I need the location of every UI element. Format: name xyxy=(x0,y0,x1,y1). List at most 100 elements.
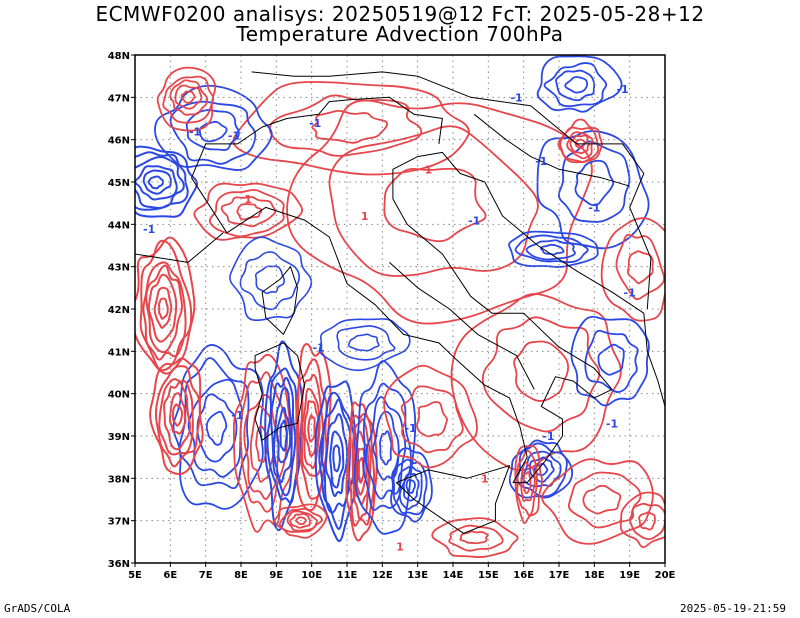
cold-advection-contour xyxy=(584,329,639,393)
contour-value-label: -1 xyxy=(228,130,240,143)
corsica-coastline xyxy=(261,266,298,335)
warm-advection-contour xyxy=(243,393,280,500)
cold-advection-contour xyxy=(205,410,228,446)
warm-advection-contour xyxy=(311,110,388,144)
cold-advection-contour xyxy=(185,109,240,151)
cold-advection-contour xyxy=(508,439,574,499)
lat-tick-label: 39N xyxy=(108,432,130,443)
sardinia-coastline xyxy=(254,342,306,441)
warm-advection-contour xyxy=(169,79,209,116)
cold-advection-contour xyxy=(365,396,407,500)
cold-advection-contour xyxy=(536,130,650,250)
warm-advection-contour xyxy=(383,364,478,469)
cold-advection-contour xyxy=(318,391,356,530)
contour-value-label: -1 xyxy=(231,409,243,422)
central-europe-border xyxy=(251,71,652,310)
contour-value-label: -1 xyxy=(624,286,636,299)
balkan-border xyxy=(473,113,630,187)
warm-advection-contour xyxy=(619,491,665,549)
cold-advection-contour xyxy=(135,151,189,211)
cold-advection-contour xyxy=(372,410,400,481)
cold-advection-contour xyxy=(154,84,273,171)
warm-advection-contour xyxy=(629,502,665,541)
warm-advection-contour xyxy=(481,316,601,433)
warm-advection-contour xyxy=(239,371,289,513)
warm-advection-contour xyxy=(301,387,321,469)
warm-advection-contour xyxy=(600,217,665,322)
lat-tick-label: 45N xyxy=(108,178,130,189)
warm-advection-contour xyxy=(431,517,519,558)
warm-advection-contour xyxy=(459,530,489,545)
cold-advection-contour xyxy=(264,340,304,532)
cold-advection-contour xyxy=(516,442,568,498)
warm-advection-contour xyxy=(416,401,448,438)
cold-advection-contour xyxy=(172,344,264,510)
lat-tick-label: 47N xyxy=(108,93,130,104)
cold-advection-contour xyxy=(390,447,433,523)
warm-advection-contour xyxy=(156,66,217,132)
warm-advection-contour xyxy=(220,196,277,228)
lat-tick-label: 44N xyxy=(108,220,130,231)
warm-advection-contour xyxy=(162,75,215,124)
warm-advection-contour xyxy=(149,357,204,476)
warm-advection-contour xyxy=(328,125,539,277)
cold-advection-contour xyxy=(135,156,185,209)
warm-advection-contour xyxy=(627,250,654,285)
cold-advection-contour xyxy=(273,386,293,484)
contour-value-label: -1 xyxy=(468,214,480,227)
mainland-coastline xyxy=(191,151,665,484)
cold-advection-contour xyxy=(402,472,420,502)
warm-advection-contour xyxy=(268,94,423,157)
contour-value-label: -1 xyxy=(309,117,321,130)
warm-advection-contour xyxy=(157,297,169,320)
cold-advection-contour xyxy=(525,239,576,261)
warm-advection-contour xyxy=(383,167,487,243)
cold-advection-contour xyxy=(347,333,380,352)
lon-tick-label: 15E xyxy=(478,570,499,581)
warm-advection-contour xyxy=(147,273,178,343)
contour-value-label: -1 xyxy=(143,223,155,236)
cold-advection-contour xyxy=(135,145,198,218)
contour-value-label: -1 xyxy=(616,83,628,96)
sicily-coastline xyxy=(396,465,510,534)
lat-tick-label: 46N xyxy=(108,136,130,147)
contour-value-label: -1 xyxy=(606,418,618,431)
cold-advection-contour xyxy=(169,100,257,165)
warm-advection-contour xyxy=(638,511,656,531)
contour-value-label: 1 xyxy=(424,164,432,177)
contour-value-label: 1 xyxy=(396,540,404,553)
warm-advection-contour xyxy=(154,365,202,468)
northern-border xyxy=(191,96,443,178)
contour-value-label: -1 xyxy=(313,341,325,354)
contour-value-label: -1 xyxy=(542,430,554,443)
warm-advection-contour xyxy=(516,450,538,517)
cold-advection-contour xyxy=(353,360,417,535)
lon-tick-label: 17E xyxy=(549,570,570,581)
lon-tick-label: 13E xyxy=(407,570,428,581)
lon-tick-label: 9E xyxy=(269,570,283,581)
contour-value-label: 1 xyxy=(481,473,489,486)
lat-tick-label: 38N xyxy=(108,474,130,485)
warm-advection-contour xyxy=(153,286,173,329)
lat-tick-label: 42N xyxy=(108,305,130,316)
contour-value-label: -1 xyxy=(588,202,600,215)
lon-tick-label: 19E xyxy=(619,570,640,581)
lon-tick-label: 14E xyxy=(443,570,464,581)
cold-advection-contour xyxy=(318,318,411,372)
warm-advection-contour xyxy=(145,264,183,354)
cold-advection-contour xyxy=(329,430,345,489)
cold-advection-contour xyxy=(392,458,428,516)
lon-tick-label: 16E xyxy=(513,570,534,581)
lon-tick-label: 20E xyxy=(655,570,676,581)
warm-advection-contour xyxy=(174,84,203,110)
warm-advection-contour xyxy=(448,524,504,552)
cold-advection-contour xyxy=(574,159,615,207)
cold-advection-contour xyxy=(198,120,228,143)
warm-advection-contour xyxy=(208,188,285,238)
cold-advection-contour xyxy=(279,419,288,452)
cold-advection-contour xyxy=(147,175,165,190)
warm-advection-contour xyxy=(171,403,184,427)
warm-advection-contour xyxy=(236,203,263,221)
cold-advection-contour xyxy=(254,265,285,295)
